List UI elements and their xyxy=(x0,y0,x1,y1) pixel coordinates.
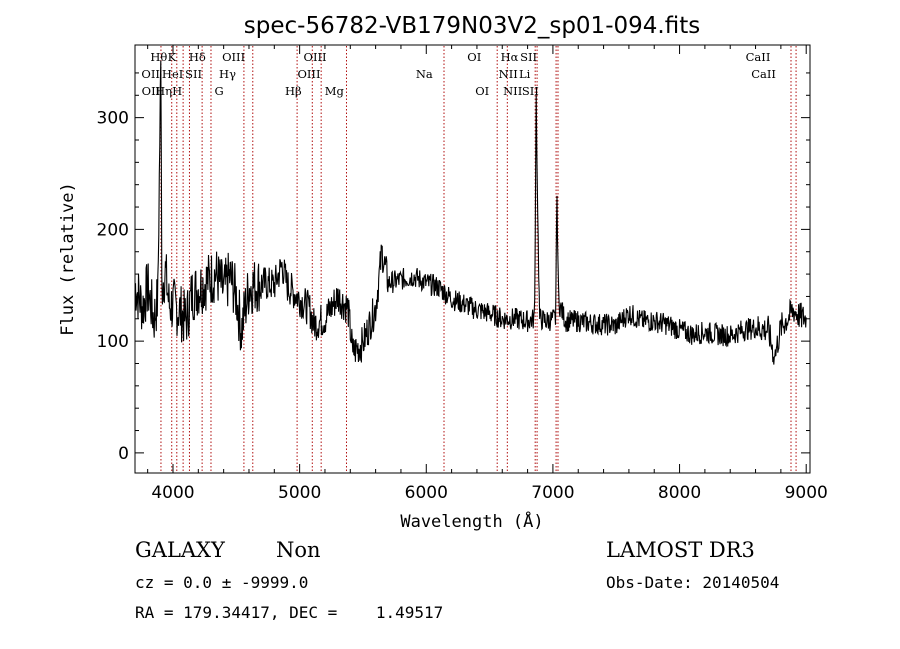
line-label: Na xyxy=(416,67,433,81)
y-axis: 0 100 200 300 xyxy=(97,72,810,464)
x-axis-label: Wavelength (Å) xyxy=(400,510,543,532)
x-tick-label: 7000 xyxy=(531,483,574,503)
x-tick-label: 6000 xyxy=(405,483,448,503)
line-markers xyxy=(160,46,797,472)
line-label: SII xyxy=(520,50,537,64)
object-subclass: Non xyxy=(276,538,321,562)
obs-date: Obs-Date: 20140504 xyxy=(606,573,780,592)
survey-name: LAMOST DR3 xyxy=(606,538,755,562)
line-label: H xyxy=(172,84,182,98)
line-label: CaII xyxy=(746,50,771,64)
x-tick-label: 8000 xyxy=(658,483,701,503)
line-label: OI xyxy=(475,84,489,98)
line-label: HeI xyxy=(162,67,183,81)
line-label: SII xyxy=(185,67,202,81)
line-label: OII xyxy=(141,67,160,81)
line-label: Hδ xyxy=(189,50,206,64)
line-label: OII xyxy=(142,84,161,98)
spectrum-line xyxy=(134,60,807,365)
object-class: GALAXY xyxy=(135,538,225,562)
y-tick-label: 0 xyxy=(118,444,129,464)
line-label: OIII xyxy=(222,50,245,64)
line-label: G xyxy=(214,84,223,98)
x-axis: 4000 5000 6000 7000 8000 9000 xyxy=(147,45,828,503)
y-axis-label: Flux (relative) xyxy=(58,182,78,336)
y-tick-label: 300 xyxy=(97,109,129,129)
x-tick-label: 5000 xyxy=(278,483,321,503)
x-tick-label: 4000 xyxy=(151,483,194,503)
line-label: OIII xyxy=(297,67,320,81)
line-label: NII xyxy=(499,67,518,81)
line-label: OI xyxy=(467,50,481,64)
line-label: Hη xyxy=(155,84,172,98)
line-label: NII xyxy=(503,84,522,98)
x-tick-label: 9000 xyxy=(785,483,828,503)
line-label: Mg xyxy=(325,84,345,98)
line-label: Hβ xyxy=(285,84,302,98)
redshift-text: cz = 0.0 ± -9999.0 xyxy=(135,573,309,592)
coordinates-text: RA = 179.34417, DEC = 1.49517 xyxy=(135,603,444,622)
line-label: Li xyxy=(519,67,531,81)
line-label: Hα xyxy=(501,50,519,64)
y-tick-label: 100 xyxy=(97,332,129,352)
chart-title: spec-56782-VB179N03V2_sp01-094.fits xyxy=(244,13,700,39)
line-label: SII xyxy=(522,84,539,98)
line-label: OIII xyxy=(304,50,327,64)
line-label: Hγ xyxy=(219,67,236,81)
line-label: CaII xyxy=(751,67,776,81)
y-tick-label: 200 xyxy=(97,220,129,240)
plot-frame xyxy=(134,44,811,474)
line-labels: OII OII Hθ Hη HeI K H Hδ SII G OIII Hγ Hβ OIII OIII Mg N… xyxy=(141,50,776,98)
line-label: Hθ xyxy=(150,50,167,64)
line-label: K xyxy=(168,50,177,64)
